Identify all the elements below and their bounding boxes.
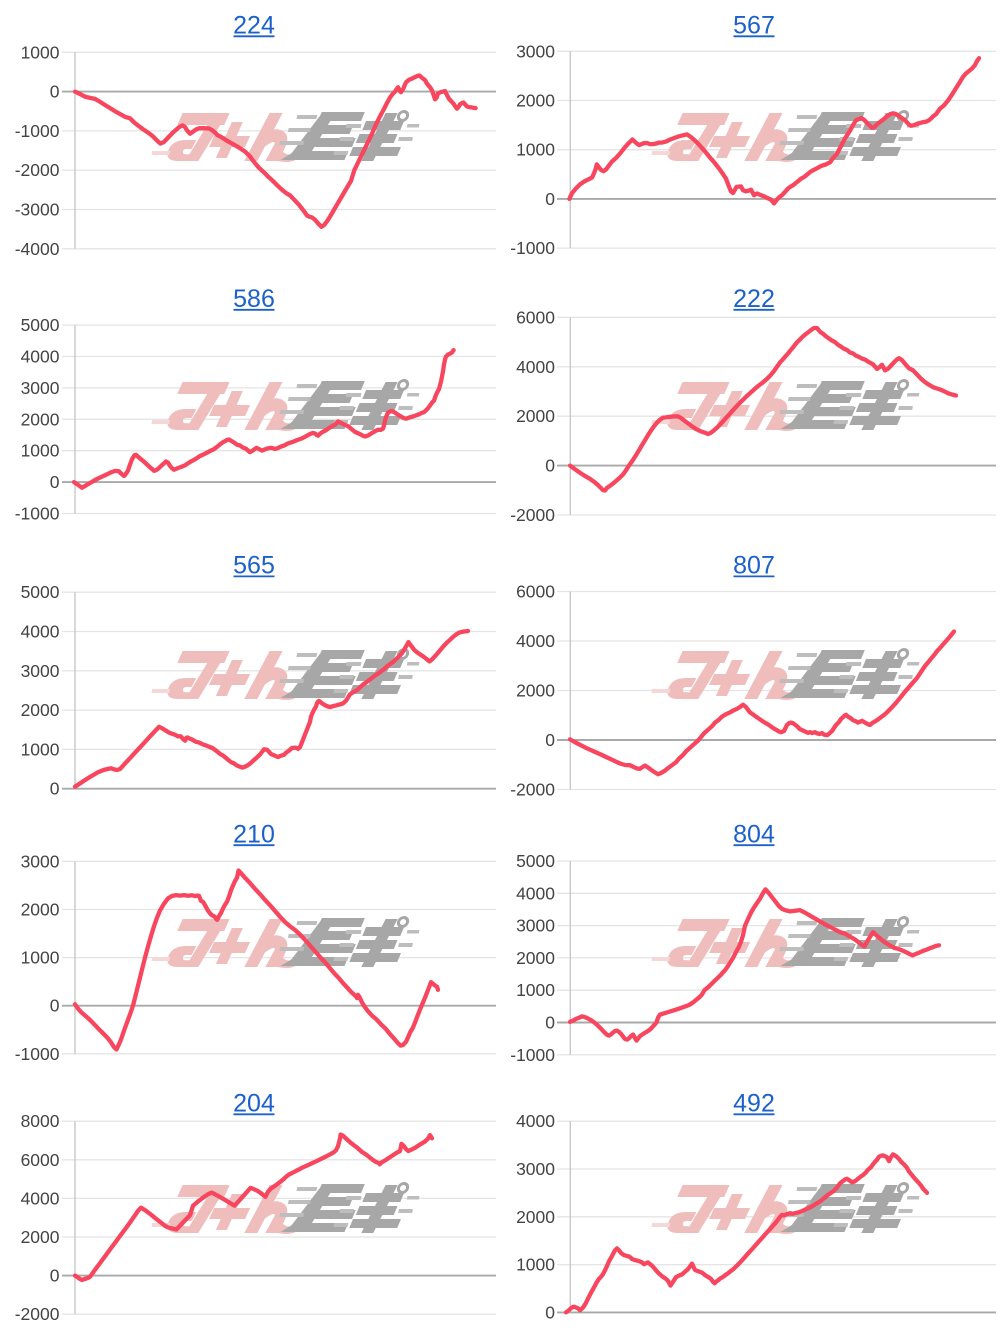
svg-text:-1000: -1000 — [510, 1045, 555, 1065]
svg-text:0: 0 — [545, 1013, 555, 1033]
svg-text:2000: 2000 — [516, 1207, 555, 1227]
svg-text:0: 0 — [545, 456, 555, 476]
svg-text:-2000: -2000 — [510, 780, 555, 800]
svg-text:224: 224 — [233, 12, 275, 40]
svg-text:2000: 2000 — [516, 91, 555, 111]
svg-text:4000: 4000 — [21, 1188, 60, 1208]
svg-text:-1000: -1000 — [15, 121, 60, 141]
svg-text:0: 0 — [50, 1266, 60, 1286]
svg-text:0: 0 — [50, 472, 60, 492]
svg-text:-2000: -2000 — [15, 1304, 60, 1324]
svg-text:3000: 3000 — [21, 378, 60, 398]
svg-text:492: 492 — [733, 1090, 775, 1118]
svg-text:567: 567 — [733, 12, 775, 40]
svg-text:3000: 3000 — [516, 1159, 555, 1179]
svg-text:4000: 4000 — [21, 622, 60, 642]
svg-text:1000: 1000 — [21, 441, 60, 461]
svg-text:-1000: -1000 — [15, 504, 60, 524]
svg-text:4000: 4000 — [516, 631, 555, 651]
svg-text:0: 0 — [50, 996, 60, 1016]
svg-text:1000: 1000 — [21, 42, 60, 62]
svg-text:8000: 8000 — [21, 1111, 60, 1131]
svg-text:0: 0 — [545, 1302, 555, 1322]
svg-text:2000: 2000 — [21, 700, 60, 720]
svg-text:222: 222 — [733, 285, 775, 313]
svg-text:1000: 1000 — [516, 980, 555, 1000]
svg-text:6000: 6000 — [516, 582, 555, 602]
svg-text:1000: 1000 — [516, 140, 555, 160]
svg-text:204: 204 — [233, 1090, 275, 1118]
svg-text:1000: 1000 — [21, 948, 60, 968]
svg-text:0: 0 — [545, 730, 555, 750]
svg-text:2000: 2000 — [516, 406, 555, 426]
svg-text:6000: 6000 — [516, 307, 555, 327]
svg-text:2000: 2000 — [516, 948, 555, 968]
svg-text:-2000: -2000 — [510, 505, 555, 525]
svg-text:3000: 3000 — [21, 661, 60, 681]
svg-text:3000: 3000 — [516, 41, 555, 61]
svg-text:2000: 2000 — [21, 900, 60, 920]
svg-text:-4000: -4000 — [15, 239, 60, 259]
svg-text:-1000: -1000 — [15, 1044, 60, 1064]
svg-text:3000: 3000 — [516, 916, 555, 936]
svg-text:0: 0 — [50, 82, 60, 102]
svg-text:565: 565 — [233, 552, 275, 580]
svg-text:-3000: -3000 — [15, 200, 60, 220]
svg-text:804: 804 — [733, 820, 775, 848]
svg-text:4000: 4000 — [516, 357, 555, 377]
svg-text:4000: 4000 — [21, 347, 60, 367]
svg-text:2000: 2000 — [516, 681, 555, 701]
svg-text:586: 586 — [233, 285, 275, 313]
svg-text:6000: 6000 — [21, 1150, 60, 1170]
svg-text:1000: 1000 — [516, 1255, 555, 1275]
svg-text:5000: 5000 — [516, 851, 555, 871]
svg-text:1000: 1000 — [21, 739, 60, 759]
svg-text:4000: 4000 — [516, 883, 555, 903]
svg-text:2000: 2000 — [21, 409, 60, 429]
svg-text:4000: 4000 — [516, 1111, 555, 1131]
svg-text:5000: 5000 — [21, 315, 60, 335]
svg-text:0: 0 — [545, 189, 555, 209]
svg-text:210: 210 — [233, 820, 275, 848]
svg-text:3000: 3000 — [21, 851, 60, 871]
svg-text:2000: 2000 — [21, 1227, 60, 1247]
svg-text:-2000: -2000 — [15, 160, 60, 180]
svg-text:-1000: -1000 — [510, 238, 555, 258]
svg-text:0: 0 — [50, 779, 60, 799]
svg-text:5000: 5000 — [21, 582, 60, 602]
svg-text:807: 807 — [733, 552, 775, 580]
